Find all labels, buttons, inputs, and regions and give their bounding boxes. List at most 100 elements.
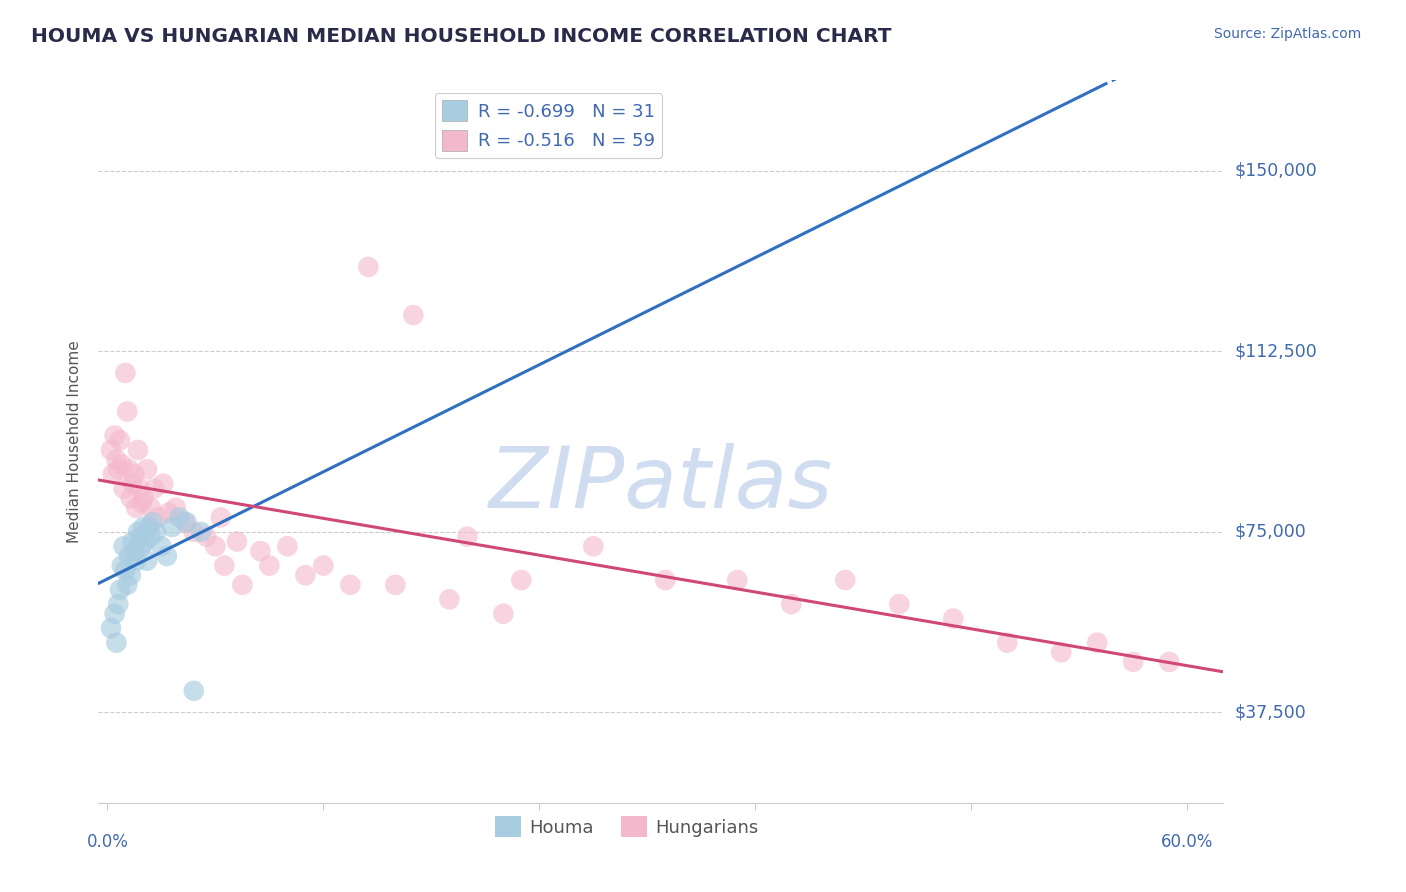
Point: [114, 366, 136, 380]
Point: [112, 539, 135, 553]
Point: [115, 578, 138, 592]
Point: [1159, 655, 1181, 669]
Point: [105, 452, 128, 467]
Point: [294, 568, 316, 582]
Text: $112,500: $112,500: [1234, 343, 1317, 360]
Point: [139, 530, 162, 544]
Point: [195, 530, 218, 544]
Point: [127, 442, 149, 457]
Point: [165, 500, 187, 515]
Point: [995, 635, 1018, 649]
Point: [125, 500, 148, 515]
Point: [384, 578, 406, 592]
Y-axis label: Median Household Income: Median Household Income: [67, 340, 83, 543]
Point: [134, 534, 156, 549]
Point: [108, 582, 131, 597]
Point: [357, 260, 380, 274]
Point: [312, 558, 335, 573]
Point: [156, 549, 179, 563]
Point: [118, 549, 141, 563]
Point: [183, 524, 205, 539]
Point: [127, 524, 149, 539]
Point: [125, 554, 148, 568]
Point: [136, 554, 159, 568]
Point: [100, 442, 122, 457]
Point: [183, 683, 205, 698]
Point: [100, 621, 122, 635]
Point: [209, 510, 232, 524]
Point: [152, 476, 174, 491]
Point: [145, 524, 167, 539]
Point: [115, 404, 138, 418]
Point: [226, 534, 249, 549]
Point: [439, 592, 461, 607]
Point: [160, 520, 183, 534]
Point: [150, 539, 173, 553]
Point: [128, 482, 150, 496]
Point: [1050, 645, 1073, 659]
Point: [128, 530, 150, 544]
Point: [146, 510, 169, 524]
Text: $150,000: $150,000: [1234, 161, 1317, 179]
Point: [157, 506, 180, 520]
Point: [132, 491, 155, 505]
Point: [107, 462, 129, 476]
Point: [131, 496, 153, 510]
Point: [654, 573, 676, 587]
Point: [131, 539, 153, 553]
Point: [105, 635, 128, 649]
Point: [492, 607, 515, 621]
Point: [101, 467, 124, 481]
Text: HOUMA VS HUNGARIAN MEDIAN HOUSEHOLD INCOME CORRELATION CHART: HOUMA VS HUNGARIAN MEDIAN HOUSEHOLD INCO…: [31, 27, 891, 45]
Point: [141, 515, 163, 529]
Point: [111, 558, 134, 573]
Point: [143, 482, 166, 496]
Point: [402, 308, 425, 322]
Point: [780, 597, 803, 611]
Point: [114, 563, 136, 577]
Point: [204, 539, 226, 553]
Point: [112, 482, 135, 496]
Legend: Houma, Hungarians: Houma, Hungarians: [488, 809, 766, 845]
Point: [107, 597, 129, 611]
Point: [190, 524, 212, 539]
Point: [942, 611, 965, 625]
Point: [120, 568, 142, 582]
Point: [121, 476, 143, 491]
Point: [889, 597, 911, 611]
Point: [176, 515, 198, 529]
Point: [834, 573, 856, 587]
Point: [1085, 635, 1108, 649]
Point: [138, 520, 160, 534]
Point: [173, 515, 195, 529]
Text: Source: ZipAtlas.com: Source: ZipAtlas.com: [1213, 27, 1361, 41]
Point: [456, 530, 478, 544]
Point: [169, 510, 191, 524]
Point: [120, 491, 142, 505]
Point: [510, 573, 533, 587]
Point: [136, 462, 159, 476]
Text: 60.0%: 60.0%: [1161, 833, 1213, 851]
Text: $37,500: $37,500: [1234, 704, 1306, 722]
Point: [231, 578, 253, 592]
Point: [276, 539, 298, 553]
Text: ZIPatlas: ZIPatlas: [489, 443, 832, 526]
Text: 0.0%: 0.0%: [87, 833, 128, 851]
Text: $75,000: $75,000: [1234, 523, 1306, 541]
Point: [725, 573, 748, 587]
Point: [124, 544, 146, 558]
Point: [104, 428, 127, 442]
Point: [121, 534, 143, 549]
Point: [118, 462, 141, 476]
Point: [104, 607, 127, 621]
Point: [339, 578, 361, 592]
Point: [111, 458, 134, 472]
Point: [132, 520, 155, 534]
Point: [108, 434, 131, 448]
Point: [214, 558, 236, 573]
Point: [582, 539, 605, 553]
Point: [259, 558, 281, 573]
Point: [124, 467, 146, 481]
Point: [249, 544, 271, 558]
Point: [139, 500, 162, 515]
